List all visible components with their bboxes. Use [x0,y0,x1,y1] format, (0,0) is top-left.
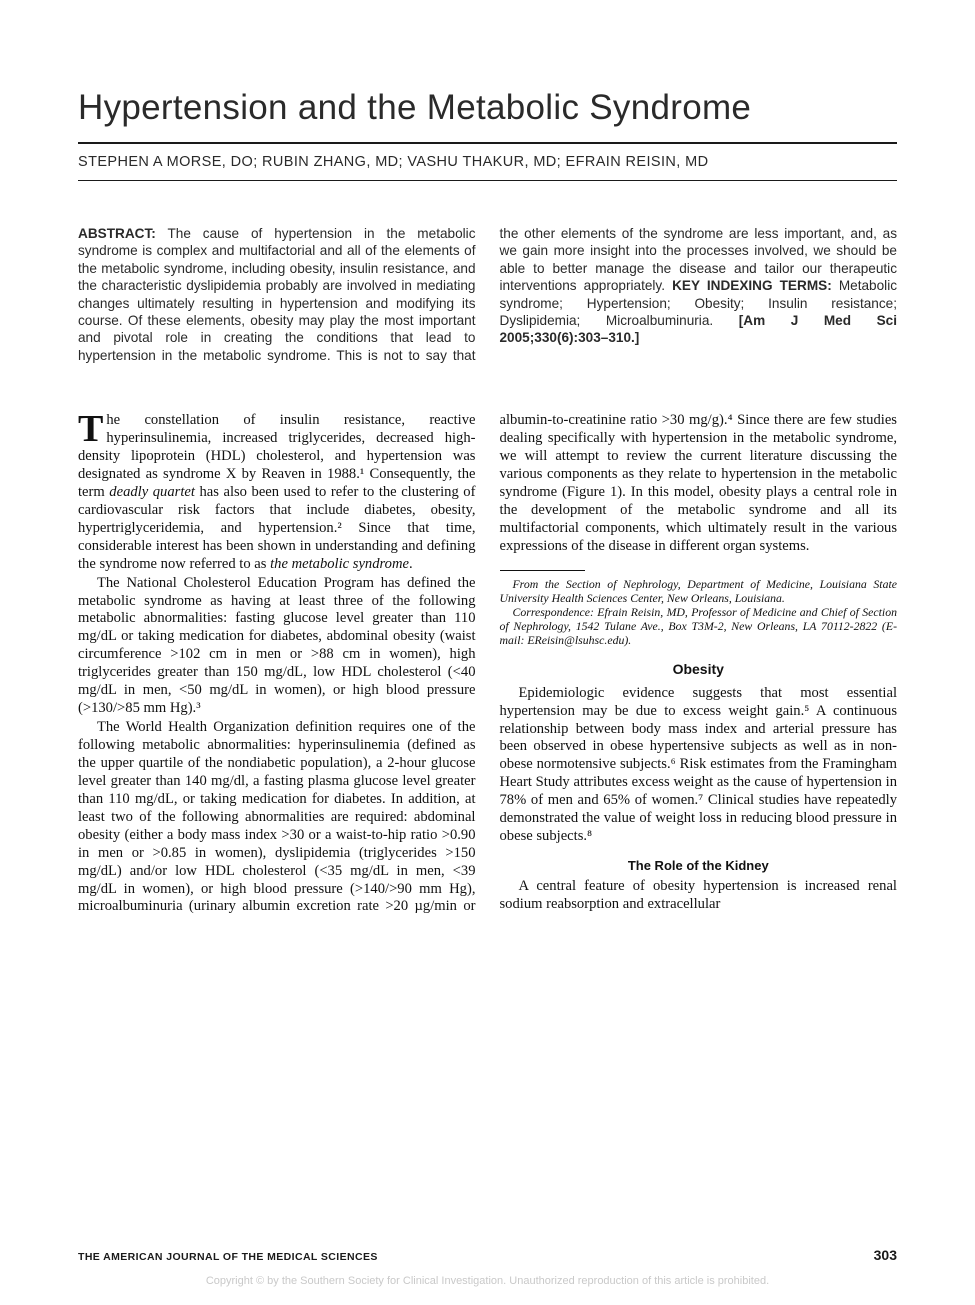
paragraph-kidney: A central feature of obesity hypertensio… [500,878,898,914]
footnote-affiliation: From the Section of Nephrology, Departme… [500,577,898,605]
copyright-notice: Copyright © by the Southern Society for … [0,1275,975,1287]
paragraph-obesity: Epidemiologic evidence suggests that mos… [500,685,898,846]
intro-ital-1: deadly quartet [109,484,195,500]
key-terms-label: KEY INDEXING TERMS: [672,278,832,293]
paragraph-ncep: The National Cholesterol Education Progr… [78,575,476,719]
abstract: ABSTRACT: The cause of hypertension in t… [78,225,897,364]
intro-end: . [409,556,413,572]
footer-journal: THE AMERICAN JOURNAL OF THE MEDICAL SCIE… [78,1251,378,1263]
heading-obesity: Obesity [500,661,898,678]
dropcap: T [78,412,106,445]
heading-kidney: The Role of the Kidney [500,858,898,874]
authors-line: STEPHEN A MORSE, DO; RUBIN ZHANG, MD; VA… [78,154,897,170]
rule-bottom [78,180,897,181]
intro-paragraph: The constellation of insulin resistance,… [78,412,476,573]
abstract-label: ABSTRACT: [78,226,156,241]
intro-ital-2: the metabolic syndrome [270,556,409,572]
footnote-block: From the Section of Nephrology, Departme… [500,570,898,648]
abstract-body: The cause of hypertension in the metabol… [78,226,897,363]
footer-page-number: 303 [874,1247,897,1263]
page-footer: THE AMERICAN JOURNAL OF THE MEDICAL SCIE… [78,1247,897,1263]
footnote-correspondence: Correspondence: Efrain Reisin, MD, Profe… [500,605,898,647]
authors-text: STEPHEN A MORSE, DO; RUBIN ZHANG, MD; VA… [78,154,708,170]
body-columns: The constellation of insulin resistance,… [78,412,897,916]
footnote-separator [500,570,585,571]
article-title: Hypertension and the Metabolic Syndrome [78,88,897,128]
footnotes: From the Section of Nephrology, Departme… [500,577,898,648]
rule-top [78,142,897,144]
